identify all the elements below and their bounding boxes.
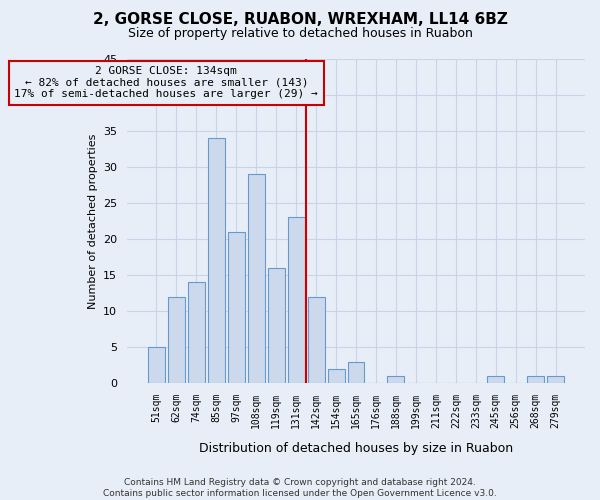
Text: Contains HM Land Registry data © Crown copyright and database right 2024.
Contai: Contains HM Land Registry data © Crown c… bbox=[103, 478, 497, 498]
Bar bbox=[547, 376, 564, 383]
Bar bbox=[248, 174, 265, 383]
X-axis label: Distribution of detached houses by size in Ruabon: Distribution of detached houses by size … bbox=[199, 442, 513, 455]
Bar bbox=[227, 232, 245, 383]
Bar bbox=[208, 138, 224, 383]
Text: 2 GORSE CLOSE: 134sqm
← 82% of detached houses are smaller (143)
17% of semi-det: 2 GORSE CLOSE: 134sqm ← 82% of detached … bbox=[14, 66, 318, 100]
Text: 2, GORSE CLOSE, RUABON, WREXHAM, LL14 6BZ: 2, GORSE CLOSE, RUABON, WREXHAM, LL14 6B… bbox=[92, 12, 508, 28]
Y-axis label: Number of detached properties: Number of detached properties bbox=[88, 134, 98, 309]
Bar bbox=[487, 376, 504, 383]
Bar bbox=[527, 376, 544, 383]
Bar bbox=[308, 296, 325, 383]
Bar bbox=[148, 347, 165, 383]
Bar bbox=[188, 282, 205, 383]
Text: Size of property relative to detached houses in Ruabon: Size of property relative to detached ho… bbox=[128, 28, 472, 40]
Bar bbox=[328, 368, 344, 383]
Bar bbox=[388, 376, 404, 383]
Bar bbox=[287, 218, 305, 383]
Bar bbox=[168, 296, 185, 383]
Bar bbox=[347, 362, 364, 383]
Bar bbox=[268, 268, 284, 383]
